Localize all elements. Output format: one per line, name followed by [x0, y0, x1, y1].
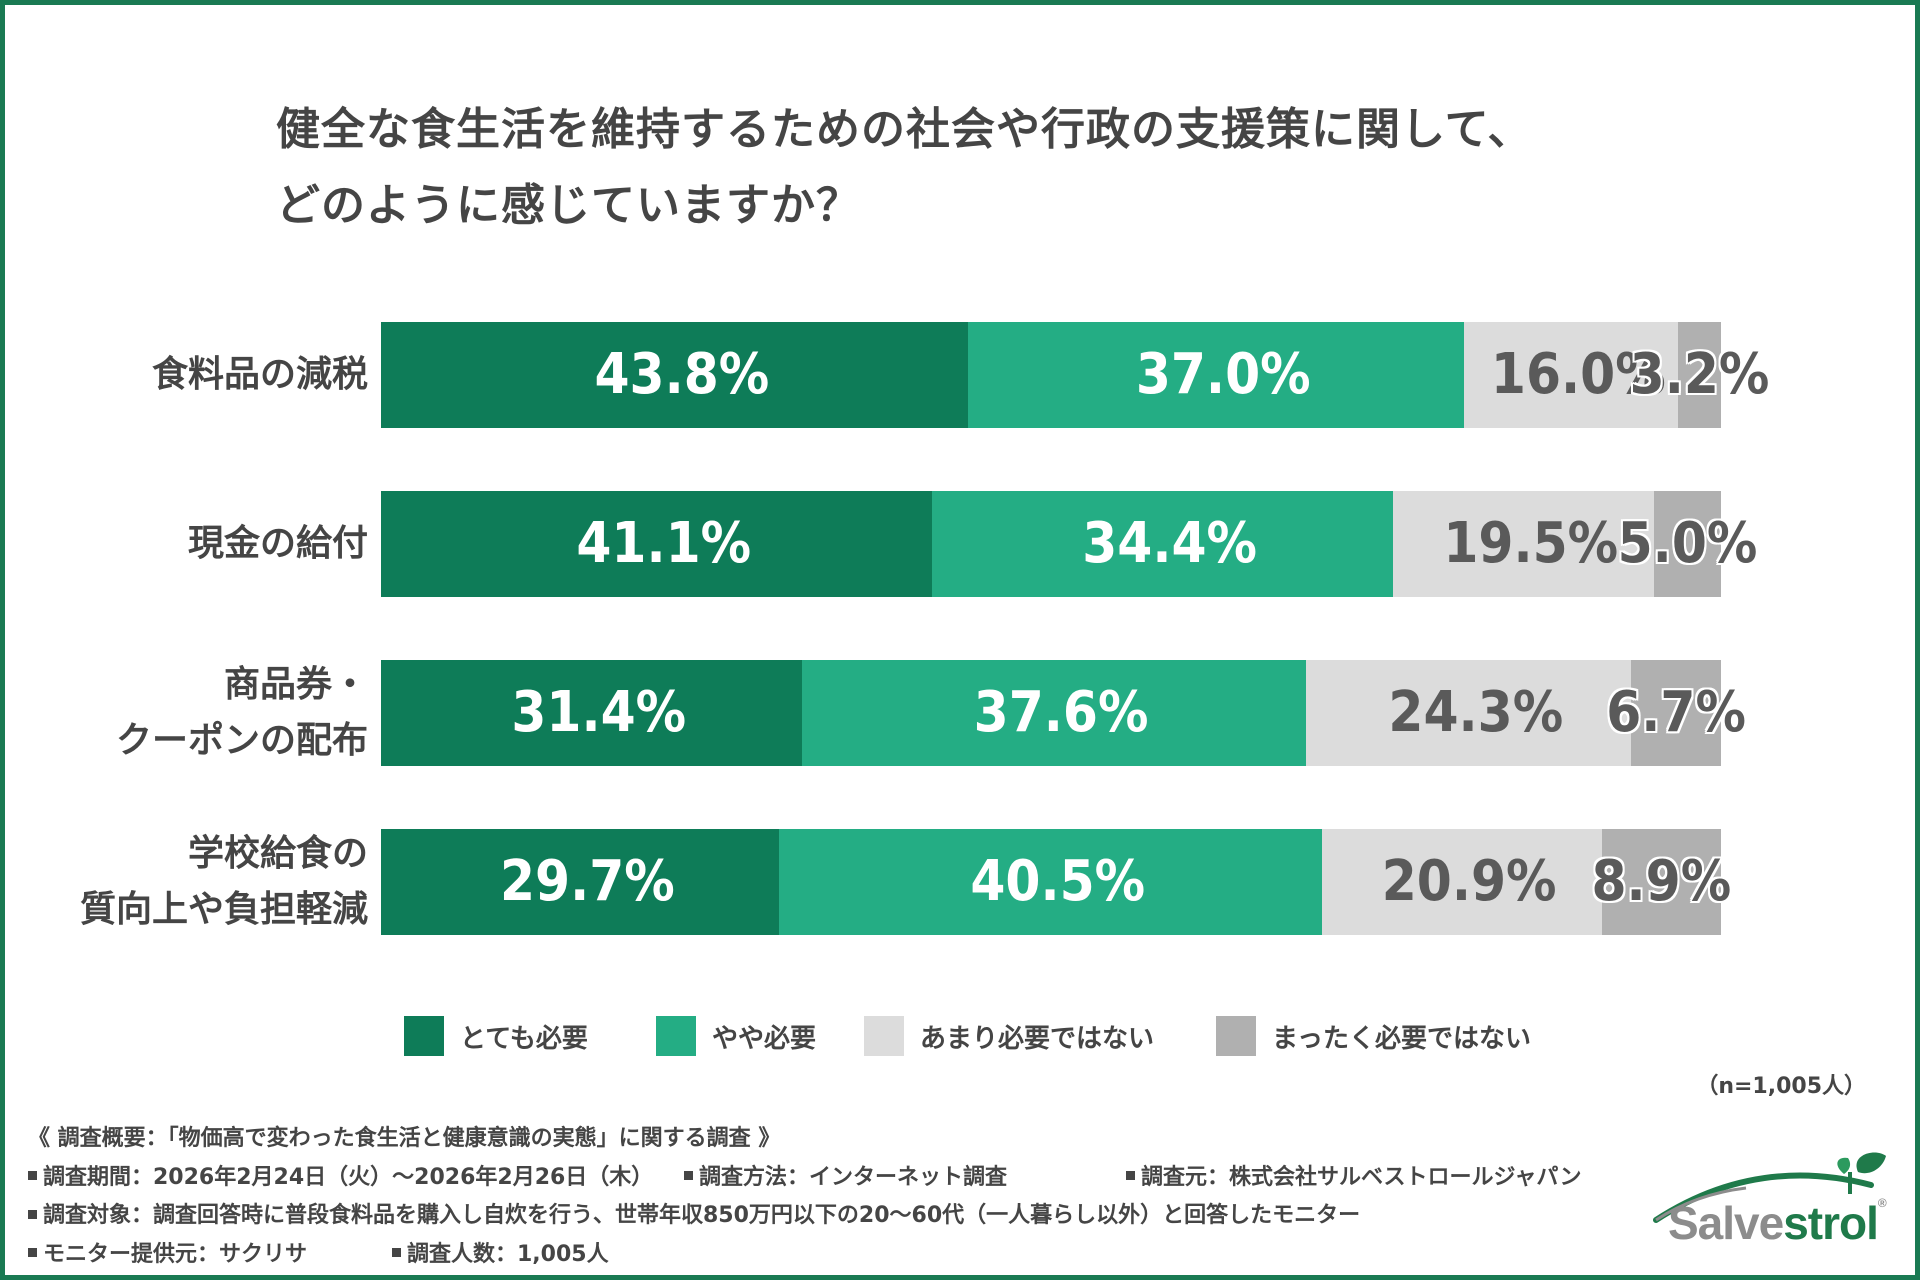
bullet-square-icon — [684, 1171, 693, 1180]
legend-item: やや必要 — [656, 1016, 816, 1056]
data-label: 5.0% — [1617, 511, 1758, 576]
legend-label: まったく必要ではない — [1272, 1023, 1531, 1054]
footer-provider: モニター提供元：サクリサ — [43, 1241, 308, 1267]
category-label-line: 現金の給付 — [187, 523, 368, 564]
data-label: 29.7% — [499, 849, 675, 914]
legend-label: とても必要 — [460, 1023, 588, 1054]
bar-segment — [1678, 322, 1721, 428]
bullet-square-icon — [392, 1248, 401, 1257]
data-label: 16.0% — [1490, 342, 1666, 407]
bar-segment — [1321, 829, 1602, 935]
data-label: 8.9% — [1591, 849, 1732, 914]
footer-target-cell: 調査対象：調査回答時に普段食料品を購入し自炊を行う、世帯年収850万円以下の20… — [28, 1197, 1360, 1236]
data-label: 43.8% — [594, 342, 770, 407]
footer-provider-cell: モニター提供元：サクリサ — [28, 1236, 307, 1275]
category-label-line: 学校給食の — [187, 833, 368, 874]
category-label: 商品券・クーポンの配布 — [116, 657, 368, 769]
logo-wordmark-part1: Salve — [1668, 1197, 1784, 1249]
category-label-line: 食料品の減税 — [151, 354, 368, 395]
legend-label: あまり必要ではない — [920, 1023, 1155, 1054]
legend-swatch — [864, 1016, 904, 1056]
bullet-square-icon — [1126, 1171, 1135, 1180]
legend-swatch — [404, 1016, 444, 1056]
footer-count: 調査人数：1,005人 — [407, 1241, 609, 1267]
footer-survey-title: 《 調査概要：「物価高で変わった食生活と健康意識の実態」に関する調査 》 — [28, 1126, 781, 1151]
data-label: 24.3% — [1388, 680, 1564, 745]
data-label: 37.6% — [973, 680, 1149, 745]
bar-segment — [967, 322, 1464, 428]
footer-count-cell: 調査人数：1,005人 — [392, 1236, 609, 1275]
footer-target: 調査対象：調査回答時に普段食料品を購入し自炊を行う、世帯年収850万円以下の20… — [43, 1203, 1361, 1228]
bar-segment — [1601, 829, 1721, 935]
bullet-square-icon — [28, 1248, 37, 1257]
legend-item: まったく必要ではない — [1216, 1016, 1531, 1056]
footer-method: 調査方法：インターネット調査 — [699, 1164, 1008, 1190]
footer-line-4: モニター提供元：サクリサ 調査人数：1,005人 — [28, 1236, 780, 1275]
bar-segment — [1305, 660, 1632, 766]
bar-segment — [381, 322, 968, 428]
survey-footer: 《 調査概要：「物価高で変わった食生活と健康意識の実態」に関する調査 》 調査期… — [28, 1120, 1581, 1275]
footer-period-cell: 調査期間：2026年2月24日（火）〜2026年2月26日（木） — [28, 1159, 653, 1198]
bar-segment — [1463, 322, 1679, 428]
footer-line-2: 調査期間：2026年2月24日（火）〜2026年2月26日（木） 調査方法：イン… — [28, 1159, 1581, 1198]
data-label: 41.1% — [576, 511, 752, 576]
salvestrol-logo: Salvestrol® — [1636, 1150, 1906, 1270]
logo-wordmark: Salvestrol® — [1668, 1196, 1887, 1250]
data-label: 40.5% — [970, 849, 1146, 914]
data-label: 37.0% — [1135, 342, 1311, 407]
bar-segment — [1654, 491, 1721, 597]
bar-segment — [931, 491, 1393, 597]
footer-source-cell: 調査元：株式会社サルベストロールジャパン — [1126, 1159, 1581, 1198]
bar-segment — [1631, 660, 1721, 766]
bar-segment — [381, 660, 802, 766]
footer-source: 調査元：株式会社サルベストロールジャパン — [1141, 1164, 1582, 1190]
category-label: 学校給食の質向上や負担軽減 — [80, 826, 368, 938]
title-line-2: どのように感じていますか？ — [276, 180, 861, 231]
legend-label: やや必要 — [712, 1023, 817, 1054]
bullet-square-icon — [28, 1209, 37, 1219]
bar-segment — [1392, 491, 1654, 597]
category-label-line: クーポンの配布 — [115, 720, 368, 761]
bar-segment — [801, 660, 1306, 766]
category-label-line: 商品券・ — [223, 664, 368, 705]
legend-swatch — [1216, 1016, 1256, 1056]
logo-swoosh-icon — [1653, 1152, 1886, 1223]
data-label: 20.9% — [1381, 849, 1557, 914]
data-label: 6.7% — [1606, 680, 1746, 745]
bar-segment — [778, 829, 1322, 935]
legend-swatch — [656, 1016, 696, 1056]
logo-registered-mark: ® — [1877, 1196, 1887, 1210]
logo-wordmark-part2: strol — [1783, 1197, 1879, 1249]
footer-method-cell: 調査方法：インターネット調査 — [684, 1159, 1007, 1198]
footer-period: 調査期間：2026年2月24日（火）〜2026年2月26日（木） — [43, 1164, 654, 1190]
data-label: 19.5% — [1443, 511, 1619, 576]
bullet-square-icon — [28, 1171, 37, 1180]
legend-item: あまり必要ではない — [864, 1016, 1154, 1056]
category-label: 食料品の減税 — [152, 347, 368, 403]
category-label-line: 質向上や負担軽減 — [79, 889, 368, 930]
data-label: 3.2% — [1629, 342, 1770, 407]
bar-segment — [381, 829, 779, 935]
legend-item: とても必要 — [404, 1016, 588, 1056]
bar-segment — [381, 491, 932, 597]
footer-line-3: 調査対象：調査回答時に普段食料品を購入し自炊を行う、世帯年収850万円以下の20… — [28, 1197, 1360, 1236]
data-label: 31.4% — [511, 680, 687, 745]
sample-size-note: （n=1,005人） — [1696, 1074, 1866, 1099]
chart-title: 健全な食生活を維持するための社会や行政の支援策に関して、 どのように感じています… — [276, 92, 1532, 244]
title-line-1: 健全な食生活を維持するための社会や行政の支援策に関して、 — [276, 104, 1533, 155]
data-label: 34.4% — [1082, 511, 1257, 576]
category-label: 現金の給付 — [188, 516, 368, 572]
